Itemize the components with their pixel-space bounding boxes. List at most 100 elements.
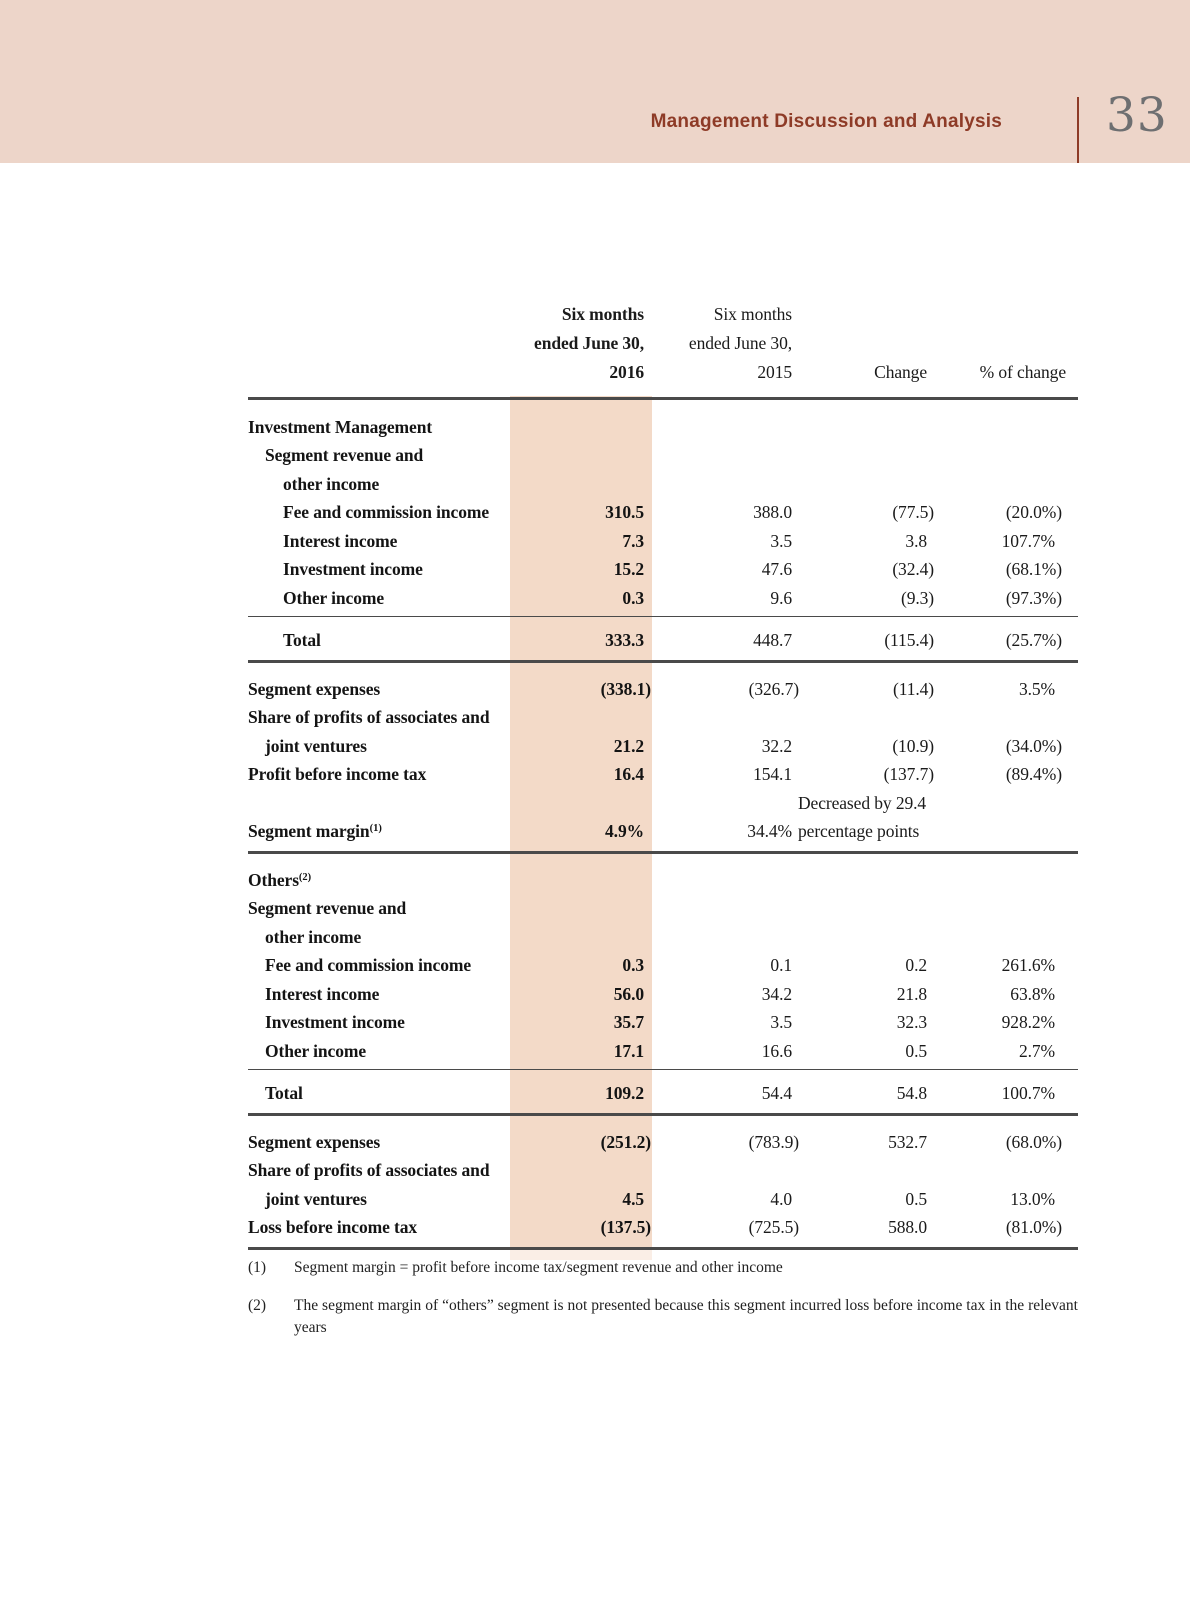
value-2016: 16.4 xyxy=(613,764,644,785)
value-2016: 7.3 xyxy=(622,530,644,551)
page-number: 33 xyxy=(1106,88,1168,143)
row-label: Investment income xyxy=(283,559,423,580)
table-row: Other income 0.3 9.6 (9.3) (97.3%) xyxy=(248,584,1078,613)
value-2016: (338.1) xyxy=(600,678,651,699)
table-row: Share of profits of associates and xyxy=(248,1157,1078,1186)
table-row: Investment income 35.7 3.5 32.3 928.2% xyxy=(248,1009,1078,1038)
column-header-change: Change xyxy=(874,362,927,382)
value-2016: 15.2 xyxy=(613,559,644,580)
table-row: joint ventures 21.2 32.2 (10.9) (34.0%) xyxy=(248,732,1078,761)
footnote-ref: (2) xyxy=(298,871,312,883)
header-line: 2016 xyxy=(609,362,644,382)
value-2015: 54.4 xyxy=(761,1083,792,1104)
column-header-pct-change: % of change xyxy=(979,362,1066,382)
table-row: Segment expenses (338.1) (326.7) (11.4) 3.5% xyxy=(248,675,1078,704)
row-label: Share of profits of associates and xyxy=(248,1160,490,1181)
footnote-text: The segment margin of “others” segment i… xyxy=(294,1297,1078,1336)
table-row: Decreased by 29.4 xyxy=(248,789,1078,818)
value-pct: (34.0%) xyxy=(1005,735,1062,756)
row-label: Other income xyxy=(265,1040,367,1061)
footnote: (1) Segment margin = profit before income… xyxy=(248,1257,1078,1279)
table-row: Other income 17.1 16.6 0.5 2.7% xyxy=(248,1037,1078,1066)
value-2016: 56.0 xyxy=(613,983,644,1004)
value-pct: (20.0%) xyxy=(1005,502,1062,523)
table-row: Others(2) xyxy=(248,866,1078,895)
value-change: (77.5) xyxy=(892,502,934,523)
table-row: Investment Management xyxy=(248,413,1078,442)
table-rule xyxy=(248,851,1078,854)
table-body: Investment Management Segment revenue and… xyxy=(248,396,1078,1260)
value-2015: (326.7) xyxy=(748,678,799,699)
table-row: joint ventures 4.5 4.0 0.5 13.0% xyxy=(248,1185,1078,1214)
value-2015: (725.5) xyxy=(748,1217,799,1238)
value-change: 0.5 xyxy=(905,1040,927,1061)
value-2016: 17.1 xyxy=(613,1040,644,1061)
value-change: 3.8 xyxy=(905,530,927,551)
value-pct: (97.3%) xyxy=(1005,587,1062,608)
header-line: ended June 30, xyxy=(688,333,792,353)
value-change: 0.5 xyxy=(905,1188,927,1209)
footnote-marker: (2) xyxy=(248,1297,267,1314)
value-pct: 3.5% xyxy=(1018,678,1055,699)
row-label: Investment income xyxy=(265,1012,405,1033)
table-row: Share of profits of associates and xyxy=(248,704,1078,733)
header-line: 2015 xyxy=(757,362,792,382)
table-rule xyxy=(248,615,1078,617)
value-2015: 3.5 xyxy=(770,530,792,551)
value-change: percentage points xyxy=(798,821,920,842)
value-2015: (783.9) xyxy=(748,1131,799,1152)
table-row: Segment revenue and xyxy=(248,895,1078,924)
table-rule xyxy=(248,660,1078,663)
row-label: Total xyxy=(283,630,321,651)
value-change: (115.4) xyxy=(884,630,934,651)
row-label: Fee and commission income xyxy=(265,955,472,976)
table-row: Segment revenue and xyxy=(248,442,1078,471)
value-pct: 107.7% xyxy=(1001,530,1055,551)
value-change: (137.7) xyxy=(883,764,934,785)
value-pct: 928.2% xyxy=(1001,1012,1055,1033)
value-2016: 4.5 xyxy=(622,1188,644,1209)
value-2016: 0.3 xyxy=(622,955,644,976)
value-2015: 4.0 xyxy=(770,1188,792,1209)
footnotes: (1) Segment margin = profit before income… xyxy=(248,1257,1078,1355)
row-label: Fee and commission income xyxy=(283,502,490,523)
row-label: Profit before income tax xyxy=(248,764,427,785)
table-row: other income xyxy=(248,923,1078,952)
table-rule xyxy=(248,1068,1078,1070)
row-label: Segment revenue and xyxy=(248,898,407,919)
value-2015: 3.5 xyxy=(770,1012,792,1033)
segment-table: Six months ended June 30, 2016 Six months e… xyxy=(248,300,1078,1260)
highlight-column-2016 xyxy=(510,396,652,1260)
value-2015: 9.6 xyxy=(770,587,792,608)
row-label: Investment Management xyxy=(248,416,433,437)
table-row: Fee and commission income 0.3 0.1 0.2 261.6% xyxy=(248,952,1078,981)
table-row: Segment expenses (251.2) (783.9) 532.7 (68.0… xyxy=(248,1128,1078,1157)
footnote-marker: (1) xyxy=(248,1259,267,1276)
value-2016: 4.9% xyxy=(605,821,644,842)
footnote: (2) The segment margin of “others” segmen… xyxy=(248,1295,1078,1339)
value-change: 54.8 xyxy=(896,1083,927,1104)
value-2015: 0.1 xyxy=(770,955,792,976)
value-pct: 100.7% xyxy=(1001,1083,1055,1104)
value-change: (11.4) xyxy=(892,678,934,699)
value-2015: 47.6 xyxy=(761,559,792,580)
page-title: Management Discussion and Analysis xyxy=(650,111,1002,132)
table-row: Investment income 15.2 47.6 (32.4) (68.1%) xyxy=(248,556,1078,585)
value-2016: 35.7 xyxy=(613,1012,644,1033)
table-rule xyxy=(248,1113,1078,1116)
value-2015: 448.7 xyxy=(753,630,792,651)
value-pct: 261.6% xyxy=(1001,955,1055,976)
row-label: joint ventures xyxy=(265,1188,367,1209)
row-label: Loss before income tax xyxy=(248,1217,418,1238)
row-label: Interest income xyxy=(283,530,398,551)
value-2016: (137.5) xyxy=(600,1217,651,1238)
value-2015: 34.2 xyxy=(761,983,792,1004)
row-label: Segment expenses xyxy=(248,1131,381,1152)
row-label: Interest income xyxy=(265,983,380,1004)
row-label: Segment margin(1) xyxy=(248,821,382,842)
value-change: (10.9) xyxy=(892,735,934,756)
row-label: Segment expenses xyxy=(248,678,381,699)
value-change: (32.4) xyxy=(892,559,934,580)
value-change: Decreased by 29.4 xyxy=(798,792,927,813)
header-divider xyxy=(1077,97,1079,163)
